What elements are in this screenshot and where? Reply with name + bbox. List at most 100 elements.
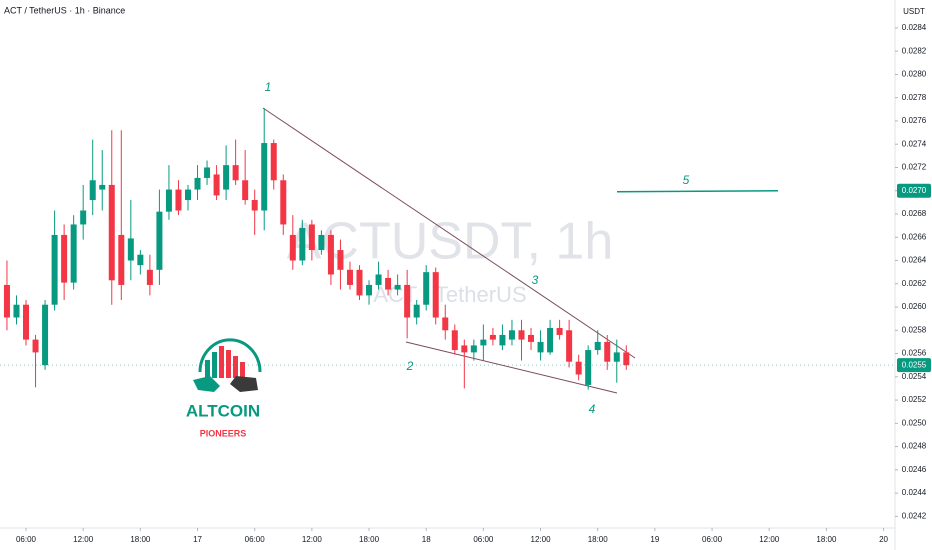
y-tick-label: 0.0258 <box>902 325 927 334</box>
y-tick-label: 0.0250 <box>902 418 927 427</box>
candle-body <box>184 189 191 201</box>
x-tick-label: 20 <box>879 535 888 544</box>
candle-body <box>51 234 58 305</box>
candle-body <box>346 269 353 285</box>
candle-body <box>23 304 30 340</box>
candle-body <box>270 143 277 181</box>
candle-body <box>280 180 287 225</box>
candle-body <box>432 272 439 318</box>
candle-body <box>508 330 515 340</box>
candle-body <box>137 254 144 266</box>
y-tick-label: 0.0248 <box>902 442 927 451</box>
watermark: ACTUSDT, 1h <box>287 213 614 271</box>
candle-body <box>70 224 77 283</box>
candle-body <box>61 234 68 283</box>
y-tick-label: 0.0244 <box>902 488 927 497</box>
candle-body <box>80 210 87 225</box>
level-badge <box>897 183 931 198</box>
x-tick-label: 12:00 <box>759 535 780 544</box>
y-tick-label: 0.0278 <box>902 93 927 102</box>
candle-body <box>604 341 611 362</box>
candle-body <box>289 234 296 261</box>
wave-label: 3 <box>532 273 539 287</box>
y-tick-label: 0.0262 <box>902 279 927 288</box>
candle-body <box>566 330 573 362</box>
logo-bar <box>212 352 217 378</box>
candle-body <box>556 327 563 335</box>
candle-body <box>413 304 420 318</box>
x-tick-label: 12:00 <box>302 535 323 544</box>
logo-arc <box>198 338 262 373</box>
y-tick-label: 0.0260 <box>902 302 927 311</box>
logo-title: ALTCOIN <box>186 401 260 420</box>
candle-body <box>242 180 249 201</box>
logo-bull <box>193 376 220 392</box>
x-tick-label: 06:00 <box>702 535 723 544</box>
y-tick-label: 0.0254 <box>902 372 927 381</box>
candle-body <box>547 327 554 353</box>
y-tick-label: 0.0280 <box>902 70 927 79</box>
candle-body <box>89 180 96 201</box>
x-tick-label: 19 <box>650 535 659 544</box>
candle-body <box>375 274 382 285</box>
y-tick-label: 0.0242 <box>902 511 927 520</box>
candle-body <box>223 165 230 190</box>
x-tick-label: 12:00 <box>73 535 94 544</box>
y-axis-unit: USDT <box>903 7 925 16</box>
logo-bar <box>233 356 238 378</box>
x-tick-label: 18:00 <box>130 535 151 544</box>
x-tick-label: 12:00 <box>531 535 552 544</box>
candle-body <box>451 330 458 351</box>
candle-body <box>594 341 601 351</box>
candle-body <box>108 184 115 281</box>
candle-body <box>480 339 487 346</box>
candle-body <box>575 361 582 375</box>
candle-body <box>613 352 620 362</box>
candle-body <box>99 184 106 190</box>
logo-bar <box>240 362 245 378</box>
candle-body <box>32 339 39 353</box>
candle-body <box>423 272 430 305</box>
level-line <box>616 189 779 193</box>
candle-body <box>537 341 544 353</box>
candle-body <box>175 189 182 211</box>
candle-body <box>404 284 411 318</box>
candle-body <box>308 224 315 251</box>
candle-body <box>518 330 525 340</box>
candle-body <box>442 317 449 331</box>
level-badge-label: 0.0270 <box>902 186 927 195</box>
trendline-lower <box>405 341 618 394</box>
y-tick-label: 0.0256 <box>902 349 927 358</box>
logo-bar <box>205 360 210 378</box>
candle-body <box>204 167 211 178</box>
y-tick-label: 0.0284 <box>902 23 927 32</box>
logo: ALTCOIN PIONEERS <box>186 338 262 438</box>
candle-body <box>385 277 392 290</box>
last-price-label: 0.0255 <box>902 360 927 369</box>
x-tick-label: 06:00 <box>473 535 494 544</box>
y-tick-label: 0.0268 <box>902 209 927 218</box>
candle-body <box>318 234 325 251</box>
candle-body <box>213 174 220 196</box>
y-tick-label: 0.0246 <box>902 465 927 474</box>
candle-body <box>13 304 20 318</box>
wave-label: 4 <box>589 402 596 416</box>
y-tick-label: 0.0276 <box>902 116 927 125</box>
logo-bar <box>226 350 231 378</box>
x-tick-label: 18:00 <box>816 535 837 544</box>
candle-body <box>261 143 268 211</box>
candle-body <box>232 165 239 181</box>
candle-body <box>356 269 363 296</box>
candle-body <box>42 304 49 366</box>
candle-body <box>118 234 125 285</box>
candle-body <box>156 211 163 270</box>
candle-body <box>461 345 468 353</box>
candle-body <box>299 227 306 261</box>
wave-label: 2 <box>406 359 414 373</box>
x-tick-label: 18 <box>422 535 431 544</box>
candle-body <box>499 334 506 346</box>
candle-body <box>127 238 134 261</box>
candle-body <box>327 234 334 275</box>
chart-title: ACT / TetherUS · 1h · Binance <box>4 5 125 15</box>
candle-body <box>146 269 153 285</box>
